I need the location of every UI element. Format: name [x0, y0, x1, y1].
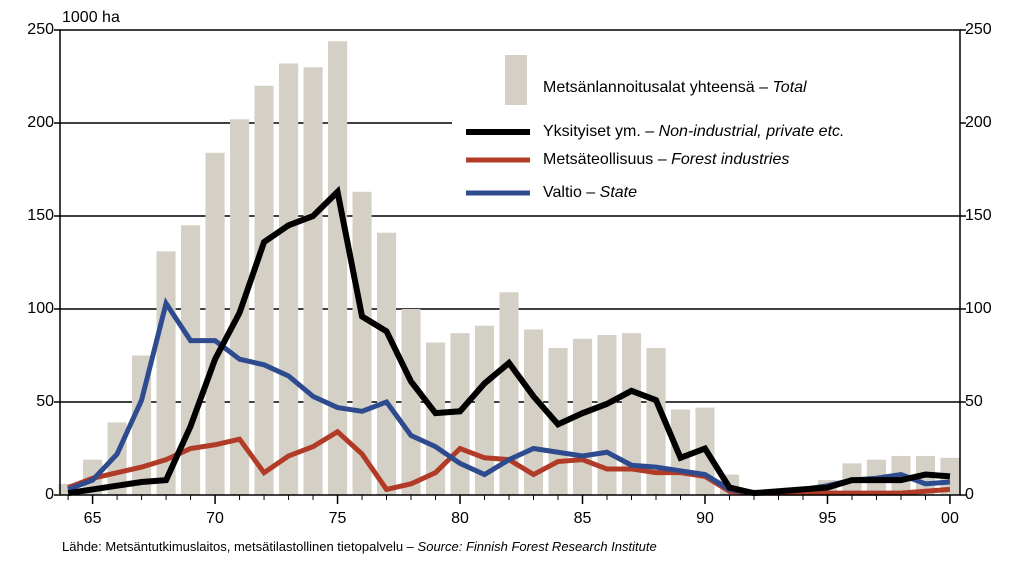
legend-label: Yksityiset ym. – Non-industrial, private… [543, 123, 844, 140]
y2-tick-label: 100 [965, 300, 992, 317]
bar [303, 67, 323, 495]
bar [401, 309, 421, 495]
legend-label: Metsäteollisuus – Forest industries [543, 151, 789, 168]
legend-name-en: Non-industrial, private etc. [659, 123, 845, 140]
bar [499, 292, 519, 495]
plot-frame [59, 29, 961, 496]
legend-background [452, 42, 960, 207]
bar [376, 232, 397, 496]
x-tick-label: 95 [819, 510, 837, 527]
y2-tick-label: 150 [965, 207, 992, 224]
bar [254, 85, 274, 496]
x-tick-label: 80 [451, 510, 469, 527]
y-tick-label: 200 [27, 114, 54, 131]
y-tick-label: 250 [27, 21, 54, 38]
y-tick-label: 150 [27, 207, 54, 224]
source-fi: Lähde: Metsäntutkimuslaitos, metsätilast… [62, 539, 415, 554]
source: Lähde: Metsäntutkimuslaitos, metsätilast… [62, 539, 657, 554]
y2-tick-label: 50 [965, 393, 983, 410]
bar [425, 342, 446, 495]
y-axis-unit: 1000 ha [62, 9, 120, 26]
x-tick-label: 65 [84, 510, 102, 527]
y2-tick-label: 250 [965, 21, 992, 38]
x-tick-label: 85 [574, 510, 592, 527]
x-tick-label: 70 [206, 510, 224, 527]
legend-label: Valtio – State [543, 184, 637, 201]
bar [181, 225, 201, 496]
legend-name-en: Forest industries [671, 151, 789, 168]
y2-tick-label: 200 [965, 114, 992, 131]
legend-name: Yksityiset ym. – [543, 123, 654, 140]
line [67, 185, 951, 497]
bar [327, 41, 348, 495]
bar [646, 348, 666, 495]
bar [352, 191, 372, 495]
bar [205, 152, 225, 495]
legend-swatch [505, 55, 527, 105]
y-tick-label: 100 [27, 300, 54, 317]
bar [474, 325, 495, 495]
bar [523, 329, 544, 495]
bar [278, 63, 299, 495]
source-en: Source: Finnish Forest Research Institut… [418, 539, 657, 554]
bar [621, 333, 642, 495]
legend-name: Metsäteollisuus – [543, 151, 667, 168]
x-tick-label: 75 [329, 510, 347, 527]
y2-tick-label: 0 [965, 486, 974, 503]
x-tick-label: 90 [696, 510, 714, 527]
y-tick-label: 50 [36, 393, 54, 410]
legend-name-en: Total [773, 79, 808, 96]
legend-name: Valtio – [543, 184, 595, 201]
y-tick-label: 0 [45, 486, 54, 503]
legend-name: Metsänlannoitusalat yhteensä – [543, 79, 768, 96]
x-tick-label: 00 [941, 510, 959, 527]
legend-name-en: State [600, 184, 637, 201]
legend-label: Metsänlannoitusalat yhteensä – Total [543, 79, 807, 96]
